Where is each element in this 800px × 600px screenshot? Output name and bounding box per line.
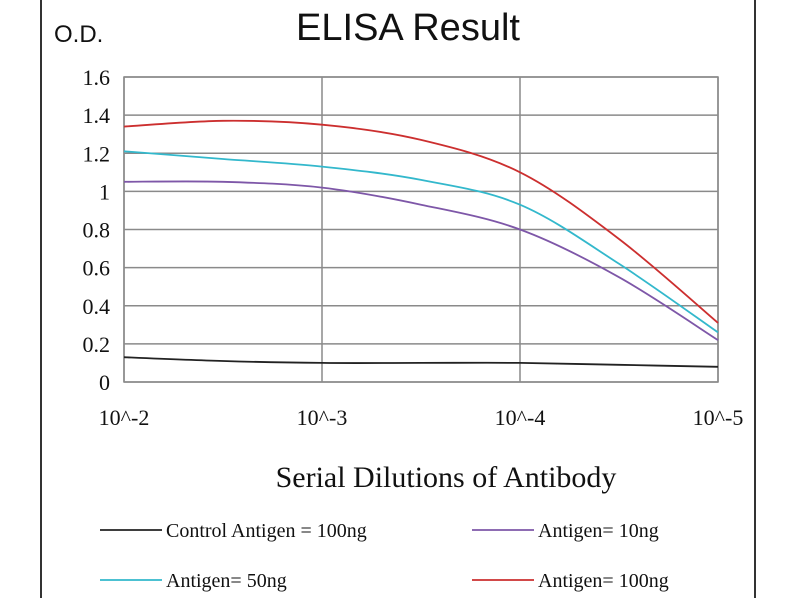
tick-layer: 0 0.2 0.4 0.6 0.8 1 1.2 1.4 1.6 10^-2 10^-3 10^-4 10… <box>83 65 744 430</box>
y-tick-label: 1.2 <box>83 141 111 166</box>
y-tick-label: 1.6 <box>83 65 111 90</box>
series-line-antigen-10ng <box>123 180 719 341</box>
legend-label: Antigen= 100ng <box>538 570 669 592</box>
legend-label: Control Antigen = 100ng <box>166 520 367 542</box>
chart-title: ELISA Result <box>296 7 520 49</box>
legend-label: Antigen= 50ng <box>166 570 287 592</box>
x-tick-label: 10^-4 <box>495 405 546 430</box>
x-tick-label: 10^-3 <box>297 405 348 430</box>
series-line-antigen-50ng <box>123 150 719 334</box>
series-line-control-antigen-100ng <box>123 356 719 368</box>
x-axis-label: Serial Dilutions of Antibody <box>276 461 617 494</box>
y-axis-label: O.D. <box>54 21 103 48</box>
series-layer <box>123 119 719 368</box>
x-tick-label: 10^-2 <box>99 405 150 430</box>
series-line-antigen-100ng <box>123 119 719 324</box>
y-tick-label: 1 <box>99 179 110 204</box>
x-tick-label: 10^-5 <box>693 405 744 430</box>
grid-layer <box>123 76 719 383</box>
y-tick-label: 0 <box>99 370 110 395</box>
y-tick-label: 0.8 <box>83 218 111 243</box>
chart-frame: ELISA Result O.D. 0 0.2 0.4 0.6 0.8 1 1.2 1.4 1.… <box>40 0 756 598</box>
legend: Control Antigen = 100ng Antigen= 10ng Anti… <box>100 520 669 592</box>
elisa-chart: ELISA Result O.D. 0 0.2 0.4 0.6 0.8 1 1.2 1.4 1.… <box>54 7 744 592</box>
y-tick-label: 0.2 <box>83 332 111 357</box>
legend-label: Antigen= 10ng <box>538 520 659 542</box>
y-tick-label: 1.4 <box>83 103 111 128</box>
y-tick-label: 0.4 <box>83 294 111 319</box>
y-tick-label: 0.6 <box>83 256 111 281</box>
